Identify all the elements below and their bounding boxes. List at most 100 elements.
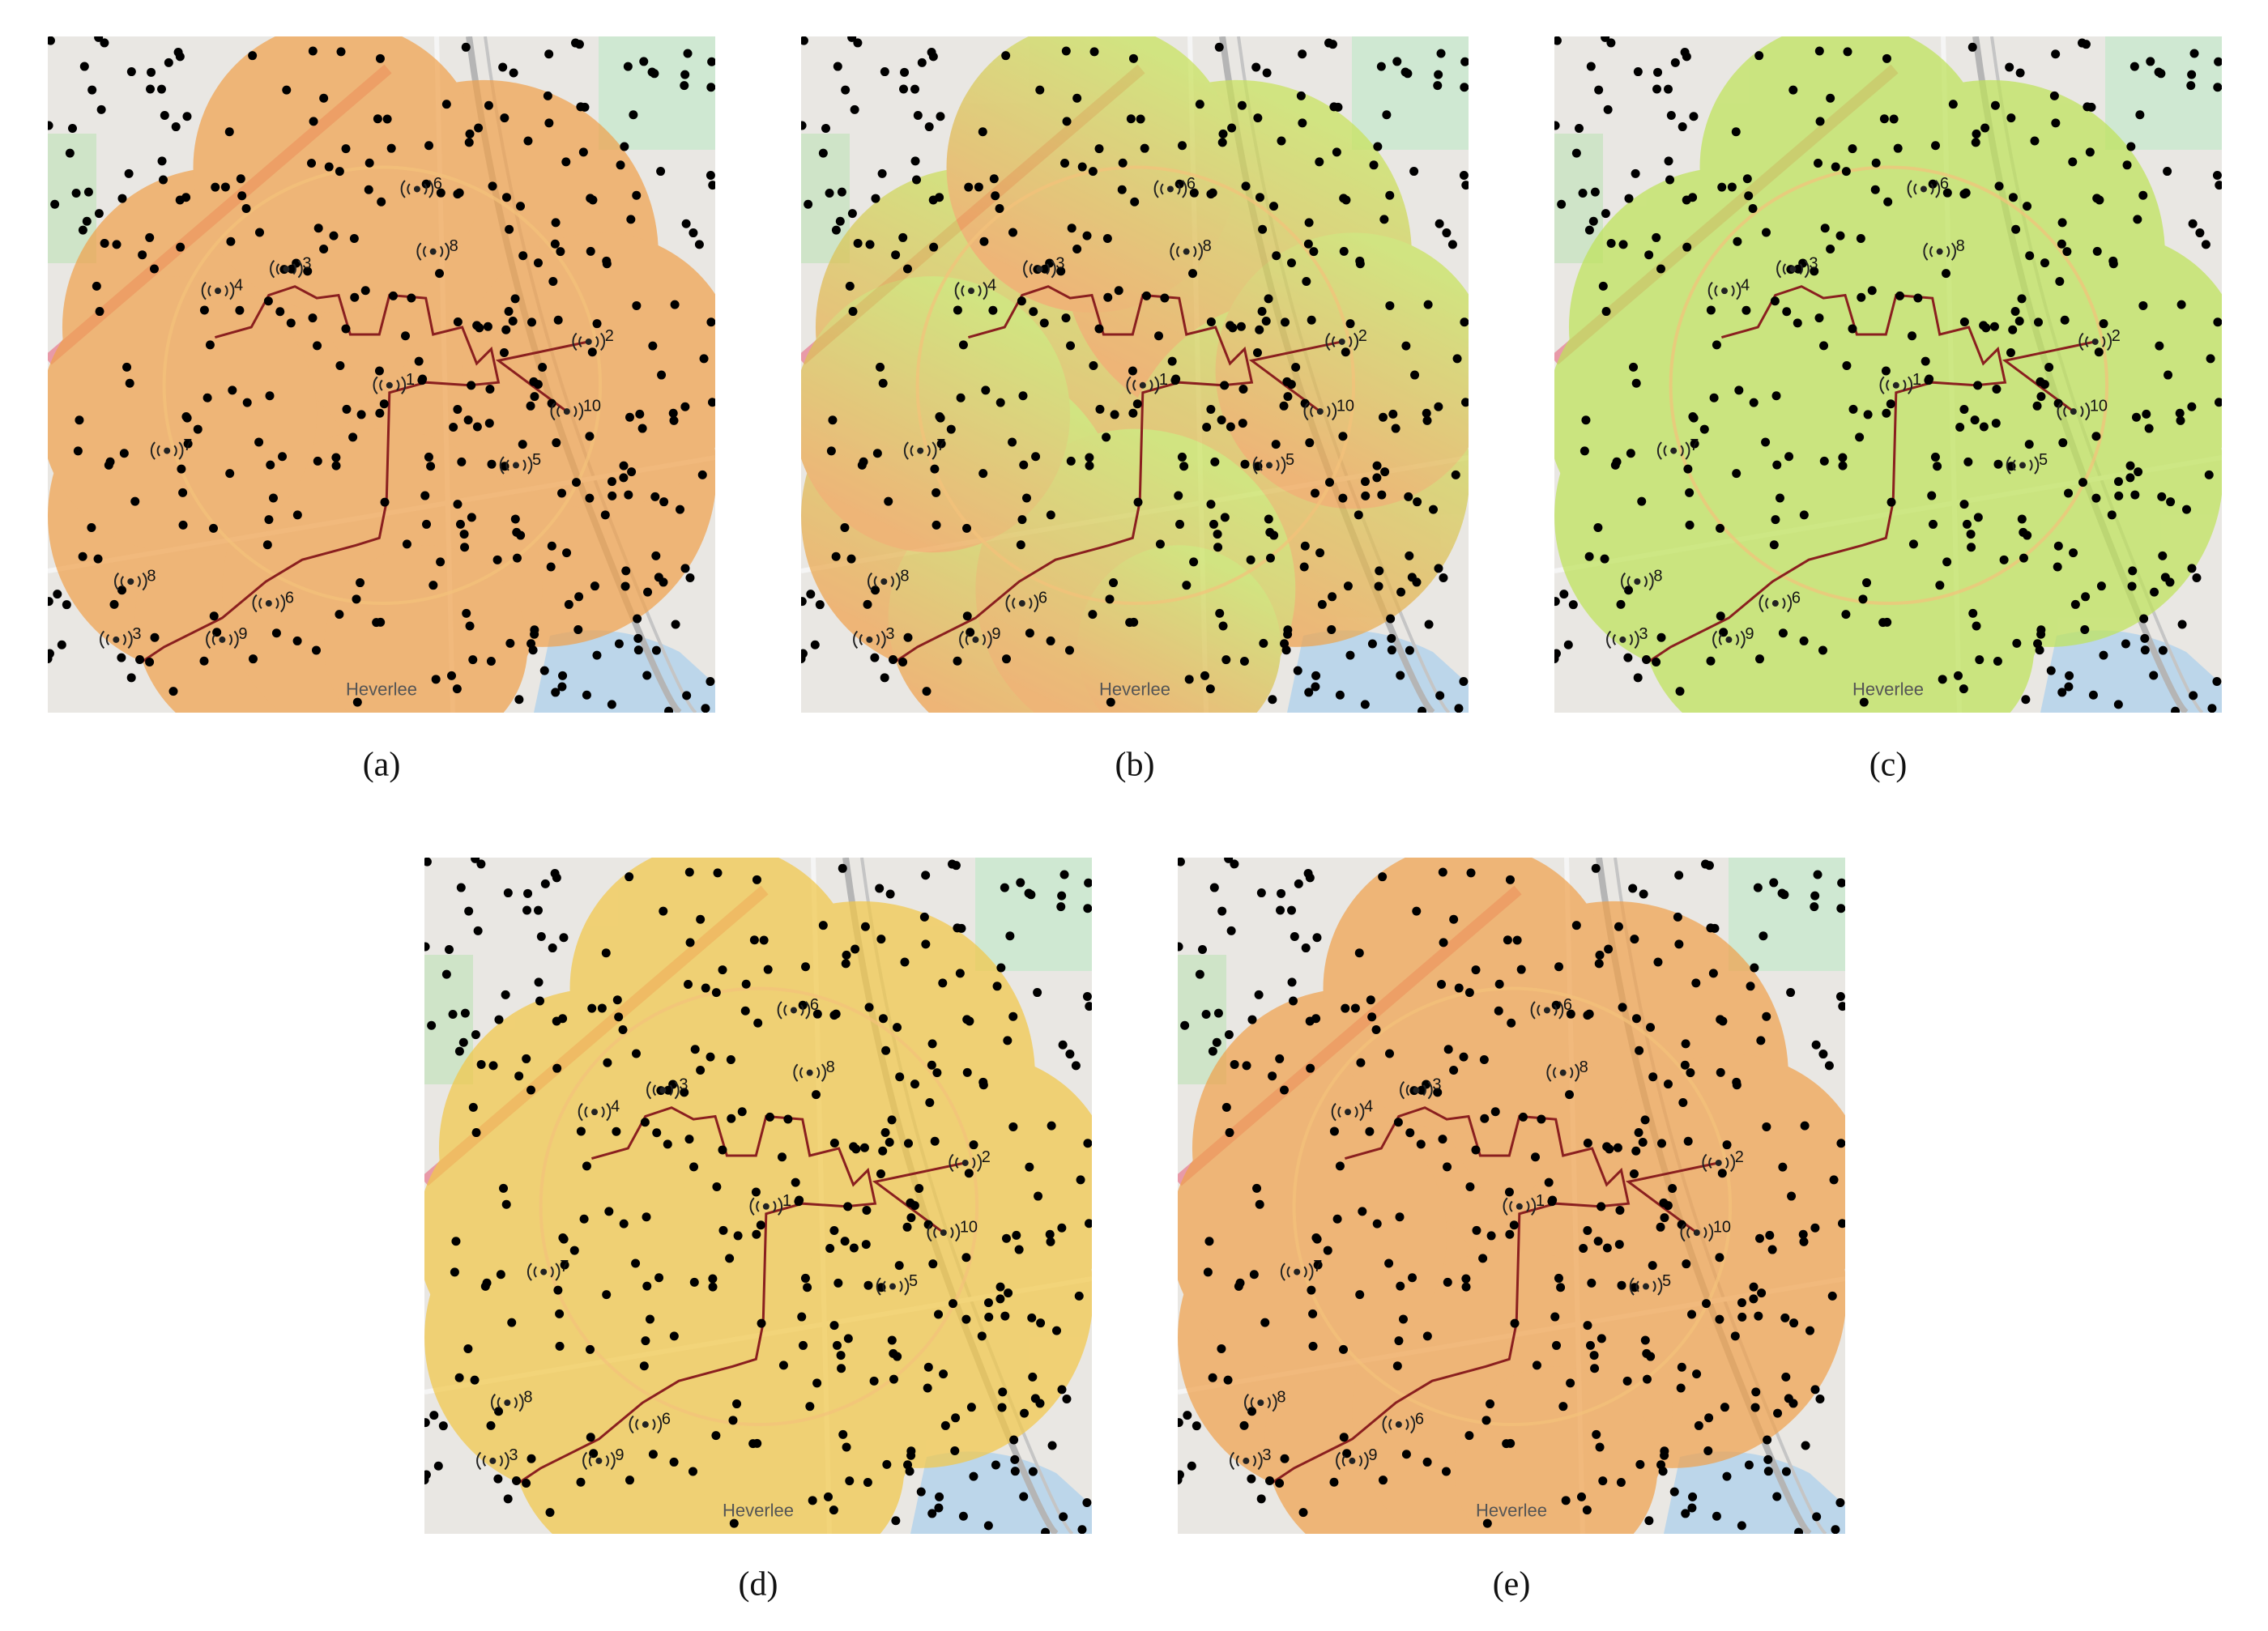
user-point [580,102,590,112]
user-point [1035,85,1045,95]
user-point [1182,581,1192,590]
antenna-label: 8 [1653,567,1662,585]
antenna-label: 9 [991,625,1000,643]
user-point [226,236,236,246]
user-point [2164,370,2173,380]
user-point [905,1467,914,1476]
antenna-label: 6 [662,1410,671,1428]
user-point [1140,143,1149,153]
user-point [847,209,857,219]
user-point [1938,675,1947,684]
user-point [639,57,649,66]
user-point [1413,497,1422,507]
user-point [1685,488,1695,497]
user-point [1841,610,1851,620]
user-point [1217,1344,1226,1353]
user-point [1279,1085,1289,1095]
antenna-label: 6 [1038,589,1047,607]
user-point [1537,1114,1546,1124]
antenna-wave [606,1102,612,1122]
route [2002,340,2096,413]
user-point [651,645,661,655]
antenna-wave [1643,576,1648,588]
user-point [1579,1244,1588,1254]
user-point [928,195,938,205]
user-point [380,497,390,507]
antenna-wave [778,1197,783,1216]
user-point [1084,878,1092,888]
user-point [1335,1161,1345,1171]
user-point [555,1341,565,1351]
antenna: 8 [416,237,458,261]
user-point [1094,144,1104,154]
user-point [880,673,889,683]
user-point [2057,688,2067,697]
user-point [647,67,657,77]
user-point [1281,645,1291,655]
user-point [1554,1273,1563,1283]
user-point [1614,922,1623,931]
antenna-wave [2078,332,2084,351]
user-point [523,136,533,146]
user-point [510,514,520,524]
user-point [995,203,1004,213]
user-point [1407,573,1417,582]
user-point [1025,1162,1034,1172]
user-point [1818,645,1827,655]
user-point [706,83,715,92]
user-point [1942,557,1952,567]
place-label: Heverlee [723,1501,794,1521]
user-point [1046,636,1055,645]
user-point [1551,1000,1561,1010]
user-point [65,148,75,158]
user-point [319,93,329,103]
user-point [1652,658,1661,667]
antenna-icon [790,1007,797,1014]
user-point [1870,185,1880,194]
user-point [265,391,275,401]
antenna-wave [1046,263,1050,275]
user-point [1046,1237,1055,1246]
antenna: 4 [578,1097,620,1122]
antenna-wave [1546,1063,1552,1082]
user-point [1388,409,1398,419]
antenna-icon [1036,266,1043,273]
user-point [1813,870,1823,879]
user-point [1831,1525,1840,1534]
user-point [894,1261,904,1271]
user-point [803,1283,812,1292]
user-point [486,657,496,666]
antenna: 8 [491,1388,532,1412]
user-point [2030,136,2040,146]
antenna: 10 [927,1218,978,1242]
user-point [2160,573,2170,582]
antenna-wave [1005,594,1011,613]
user-point [1486,1399,1495,1409]
user-point [829,1505,838,1515]
antenna-wave [1634,630,1639,649]
user-point [2065,671,2074,680]
user-point [1238,419,1247,428]
user-point [1953,671,1963,680]
user-point [921,939,931,949]
antenna-wave [1879,376,1885,394]
user-point [463,1344,473,1353]
user-point [1175,519,1185,529]
user-point [1251,62,1261,72]
user-point [936,439,946,449]
ring-road [1292,986,1733,1427]
antenna-icon [113,636,120,643]
antenna-wave [550,1266,554,1278]
user-point [601,948,611,958]
user-point [1252,348,1262,358]
user-point [1566,1378,1575,1388]
user-point [1206,500,1216,509]
user-point [801,121,807,130]
user-point [741,979,751,989]
user-point [1089,47,1099,57]
antenna-icon [1265,462,1273,469]
user-point [1315,548,1325,558]
antenna-wave [1553,1067,1557,1079]
user-point [199,656,209,666]
antenna: 5 [1629,1272,1671,1296]
